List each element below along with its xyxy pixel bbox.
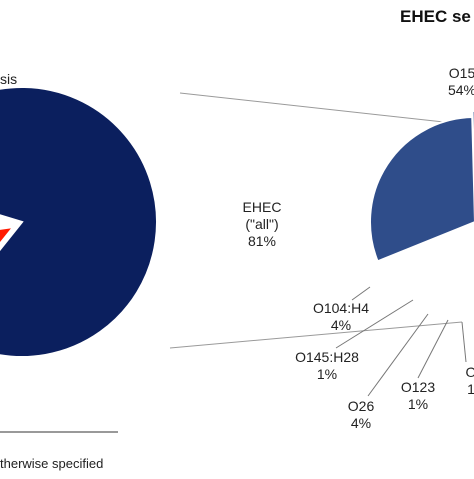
slice-label-o26-line2: 4% [351, 415, 371, 431]
slice-label-o123-line1: O123 [401, 379, 435, 395]
leader-line-o123 [417, 319, 449, 379]
slice-label-clipped-line2: 1 [467, 381, 474, 397]
slice-label-ehec-line1: EHEC [243, 199, 282, 215]
left-pie-slice-3 [0, 217, 11, 222]
slice-label-o104-line2: 4% [331, 317, 351, 333]
connector-line-top [179, 92, 463, 125]
leader-line-o26 [367, 313, 429, 397]
footnote-text: therwise specified [0, 456, 103, 471]
slice-label-clipped-line1: O [466, 364, 474, 380]
left-pie-clipped-label: sis [0, 71, 17, 87]
slice-label-ehec-line3: 81% [248, 233, 276, 249]
slice-label-o145-line1: O145:H28 [295, 349, 359, 365]
slice-label-o15-line2: 54% [448, 82, 474, 98]
connector-line-bottom [169, 321, 463, 349]
left-pie-slice-1 [0, 225, 16, 246]
right-pie [369, 110, 474, 263]
slice-label-o26-line1: O26 [348, 398, 375, 414]
slice-label-o123-line2: 1% [408, 396, 428, 412]
left-pie-slice-2 [0, 221, 11, 226]
right-pie-slice-0 [369, 116, 474, 263]
right-pie-title: EHEC se [400, 7, 471, 26]
left-pie-slice-4 [0, 215, 11, 221]
leader-line-clipped [461, 321, 467, 363]
slice-label-o104-line1: O104:H4 [313, 300, 369, 316]
leader-line-o145 [335, 299, 414, 349]
leader-line-o104 [351, 286, 371, 301]
slice-label-o15-line1: O15 [449, 65, 474, 81]
left-pie [0, 86, 158, 358]
left-pie-slice-0 [0, 86, 158, 358]
slice-label-ehec-line2: ("all") [245, 216, 278, 232]
slice-label-o145-line2: 1% [317, 366, 337, 382]
